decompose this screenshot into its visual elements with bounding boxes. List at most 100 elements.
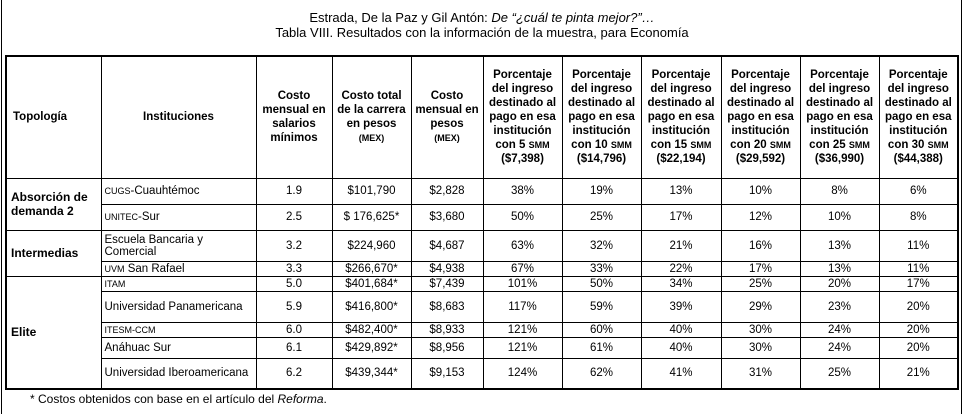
results-table: Topología Instituciones Costo mensual en… <box>5 55 959 390</box>
cell-pct: 13% <box>640 177 722 205</box>
cell-pct: 11% <box>878 260 959 277</box>
cell-pct: 25% <box>720 275 801 292</box>
col-pct-amount: ($36,990) <box>814 153 865 166</box>
institution-cell: Universidad Panamericana <box>100 290 257 323</box>
cell-mensual: $4,687 <box>410 229 484 262</box>
col-costo-pesos-unit: (MEX) <box>434 133 460 144</box>
cell-pct: 20% <box>878 290 959 323</box>
cell-total: $ 176,625* <box>331 203 412 231</box>
cell-pct: 40% <box>640 336 722 359</box>
header-authors: Estrada, De la Paz y Gil Antón: <box>309 10 492 25</box>
cell-pct: 60% <box>561 321 642 338</box>
col-costo-pesos: Costo mensual en pesos (MEX) <box>410 55 484 179</box>
institution-abbr: ITESM-CCM <box>104 324 156 335</box>
cell-total: $101,790 <box>331 177 412 205</box>
cell-pct: 50% <box>482 203 563 231</box>
table-row: Anáhuac Sur 6.1 $429,892* $8,956 121% 61… <box>6 336 959 359</box>
cell-pct: 101% <box>482 275 563 292</box>
cell-mensual: $7,439 <box>410 275 484 292</box>
table-row: UVM San Rafael 3.3 $266,670* $4,938 67% … <box>6 260 959 277</box>
cell-pct: 30% <box>720 321 801 338</box>
cell-pct: 40% <box>640 321 722 338</box>
col-pct-n: 30 <box>911 139 925 152</box>
cell-pct: 32% <box>561 229 642 262</box>
col-pct-unit: SMM <box>848 140 870 151</box>
col-pct-amount: ($22,194) <box>656 153 706 166</box>
cell-pct: 10% <box>720 177 801 205</box>
col-pct-label: Porcentaje del ingreso destinado al pago… <box>488 69 557 152</box>
cell-pct: 29% <box>720 290 801 323</box>
col-pct-label: Porcentaje del ingreso destinado al pago… <box>567 69 636 152</box>
cell-pct: 121% <box>482 336 563 359</box>
col-pct-label: Porcentaje del ingreso destinado al pago… <box>647 69 715 152</box>
cell-pct: 8% <box>799 177 880 205</box>
cell-pct: 19% <box>561 177 642 205</box>
cell-total: $401,684* <box>331 275 412 292</box>
institution-abbr: UVM <box>104 263 125 274</box>
col-pct-label: Porcentaje del ingreso destinado al pago… <box>726 69 795 152</box>
cell-mensual: $4,938 <box>410 260 484 277</box>
cell-pct: 10% <box>799 203 880 231</box>
cell-pct: 30% <box>720 336 801 359</box>
institution-cell: Anáhuac Sur <box>100 336 257 359</box>
institution-abbr: UNITEC <box>104 212 139 222</box>
col-pct: Porcentaje del ingreso destinado al pago… <box>561 55 642 179</box>
cell-pct: 21% <box>640 229 722 262</box>
cell-pct: 12% <box>720 203 801 231</box>
cell-pct: 59% <box>561 290 642 323</box>
cell-pct: 63% <box>482 229 563 262</box>
cell-pct: 124% <box>482 357 563 390</box>
cell-salarios: 5.0 <box>255 275 333 292</box>
cell-pct: 25% <box>561 203 642 231</box>
cell-pct: 13% <box>799 260 880 277</box>
col-pct-amount: ($14,796) <box>576 153 627 166</box>
col-pct-n: 5 <box>519 139 526 152</box>
group-label: Elite <box>5 275 102 390</box>
institution-name: San Rafael <box>124 262 185 275</box>
cell-pct: 62% <box>561 357 642 390</box>
table-row: UNITEC-Sur 2.5 $ 176,625* $3,680 50% 25%… <box>6 203 959 231</box>
table-row: Universidad Panamericana 5.9 $416,800* $… <box>6 290 959 323</box>
cell-pct: 11% <box>878 229 959 262</box>
cell-salarios: 3.3 <box>255 260 333 277</box>
col-costo-total: Costo total de la carrera en pesos (MEX) <box>331 55 412 179</box>
cell-mensual: $3,680 <box>410 203 484 231</box>
col-costo-total-label: Costo total de la carrera en pesos <box>337 90 406 131</box>
table-row: Absorción de demanda 2 CUGS-Cuauhtémoc 1… <box>5 177 959 231</box>
cell-mensual: $9,153 <box>410 357 484 390</box>
cell-mensual: $8,933 <box>410 321 484 338</box>
cell-pct: 24% <box>799 336 880 359</box>
institution-name: Universidad Panamericana <box>104 300 243 313</box>
col-costo-pesos-label: Costo mensual en pesos <box>415 90 479 131</box>
table-row: Universidad Iberoamericana 6.2 $439,344*… <box>6 357 959 390</box>
cell-pct: 17% <box>640 203 722 231</box>
table-caption: Tabla VIII. Resultados con la informació… <box>275 25 689 40</box>
cell-salarios: 3.2 <box>255 229 333 262</box>
page-border-left <box>1 0 2 414</box>
institution-cell: ITAM <box>100 275 257 292</box>
col-pct-label: Porcentaje del ingreso destinado al pago… <box>884 69 952 152</box>
col-pct-n: 25 <box>832 139 846 152</box>
institution-cell: UNITEC-Sur <box>100 203 257 231</box>
col-instituciones: Instituciones <box>100 55 257 179</box>
cell-pct: 121% <box>482 321 563 338</box>
page-border-right <box>961 0 962 414</box>
cell-total: $416,800* <box>331 290 412 323</box>
cell-pct: 22% <box>640 260 722 277</box>
cell-pct: 33% <box>561 260 642 277</box>
cell-pct: 21% <box>878 357 959 390</box>
group-label: Intermedias <box>5 229 102 277</box>
col-pct-unit: SMM <box>528 140 550 151</box>
institution-cell: Escuela Bancaria y Comercial <box>100 229 257 262</box>
col-pct-n: 15 <box>674 139 688 152</box>
col-pct-label: Porcentaje del ingreso destinado al pago… <box>805 69 874 152</box>
cell-pct: 6% <box>878 177 959 205</box>
col-pct-n: 10 <box>594 139 608 152</box>
cell-pct: 17% <box>878 275 959 292</box>
institution-cell: ITESM-CCM <box>100 321 257 338</box>
col-pct-amount: ($7,398) <box>501 153 544 166</box>
cell-salarios: 1.9 <box>255 177 333 205</box>
group-label: Absorción de demanda 2 <box>5 177 102 231</box>
footnote-end: . <box>323 392 327 406</box>
col-pct-unit: SMM <box>769 140 791 151</box>
